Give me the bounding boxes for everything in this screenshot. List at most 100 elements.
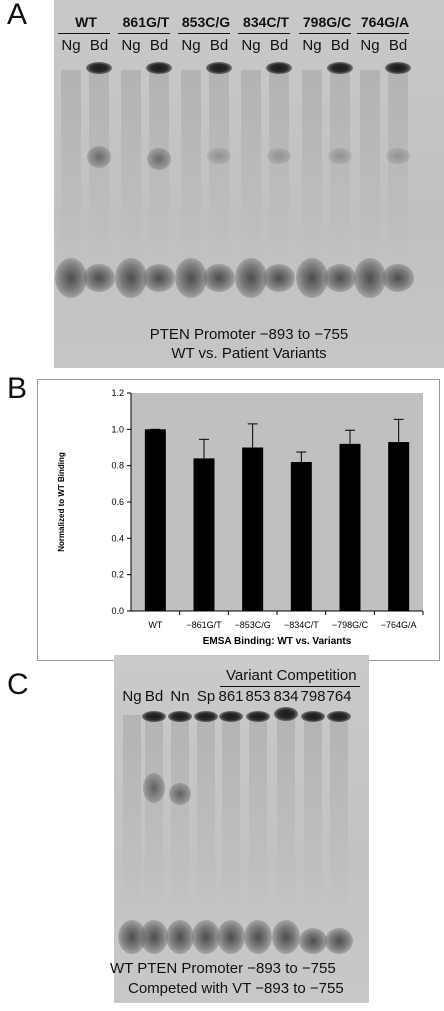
- lane-smear: [222, 715, 240, 915]
- bound-complex-band: [274, 707, 298, 721]
- gel-image-c: [114, 655, 369, 1003]
- gel-image-a: [54, 0, 444, 368]
- shifted-band: [386, 148, 410, 164]
- free-probe-band: [143, 264, 175, 292]
- free-probe-band: [324, 264, 356, 292]
- free-probe-band: [217, 920, 245, 954]
- shifted-band: [267, 148, 291, 164]
- lane-label: Bd: [330, 37, 350, 54]
- lane-group-label: 853C/G: [181, 14, 231, 30]
- free-probe-band: [115, 258, 147, 298]
- bar: [290, 462, 312, 611]
- lane-label: Bd: [388, 37, 408, 54]
- y-tick-label: 0.6: [111, 497, 124, 507]
- lane-smear: [171, 715, 189, 915]
- shifted-band: [143, 773, 165, 803]
- panel-a-letter: A: [7, 0, 28, 31]
- y-tick-label: 0.4: [111, 533, 124, 543]
- gel-a-caption-line2: WT vs. Patient Variants: [171, 345, 327, 362]
- free-probe-band: [140, 920, 168, 954]
- lane-label: 853: [245, 688, 271, 705]
- gel-a-caption-line1: PTEN Promoter −893 to −755: [149, 326, 349, 343]
- lane-smear: [269, 70, 289, 260]
- free-probe-band: [55, 258, 87, 298]
- y-tick-label: 0.0: [111, 606, 124, 616]
- y-tick-label: 1.2: [111, 388, 124, 398]
- lane-smear: [330, 70, 350, 260]
- lane-label: Ng: [121, 37, 141, 54]
- bar: [193, 458, 215, 611]
- lane-group-label: 861G/T: [122, 14, 170, 30]
- lane-smear: [241, 70, 261, 260]
- lane-smear: [181, 70, 201, 260]
- bar: [339, 443, 361, 611]
- x-tick-label: −764G/A: [381, 620, 417, 630]
- free-probe-band: [192, 920, 220, 954]
- lane-smear: [197, 715, 215, 915]
- free-probe-band: [166, 920, 194, 954]
- y-tick-label: 0.2: [111, 570, 124, 580]
- lane-smear: [388, 70, 408, 260]
- lane-smear: [360, 70, 380, 260]
- lane-label: 798: [300, 688, 326, 705]
- lane-group-underline: [357, 33, 409, 34]
- gel-c-caption-line1: WT PTEN Promoter −893 to −755: [110, 960, 336, 977]
- lane-group-underline: [238, 33, 290, 34]
- lane-label: Ng: [302, 37, 322, 54]
- free-probe-band: [203, 264, 235, 292]
- bound-complex-band: [142, 711, 166, 722]
- bound-complex-band: [246, 711, 270, 722]
- lane-label: Nn: [170, 688, 190, 705]
- lane-group-underline: [178, 33, 230, 34]
- x-axis-title: EMSA Binding: WT vs. Variants: [203, 636, 352, 647]
- free-probe-band: [382, 264, 414, 292]
- lane-smear: [209, 70, 229, 260]
- x-tick-label: −798G/C: [332, 620, 369, 630]
- bar-chart: 0.0 0.2 0.4 0.6 0.8 1.0 1.2 WT −861G/T −853C/G −83…: [57, 388, 424, 647]
- lane-label: 834: [273, 688, 299, 705]
- free-probe-band: [175, 258, 207, 298]
- lane-smear: [330, 715, 348, 915]
- variant-competition-label: Variant Competition: [226, 667, 357, 684]
- lane-smear: [121, 70, 141, 260]
- lane-smear: [302, 70, 322, 260]
- lane-smear: [277, 715, 295, 915]
- shifted-band: [169, 783, 191, 805]
- panel-b-letter: B: [7, 372, 28, 405]
- lane-label: Bd: [144, 688, 164, 705]
- free-probe-band: [296, 258, 328, 298]
- lane-label: Ng: [61, 37, 81, 54]
- lane-group-underline: [118, 33, 170, 34]
- y-tick-label: 1.0: [111, 424, 124, 434]
- shifted-band: [207, 148, 231, 164]
- lane-smear: [249, 715, 267, 915]
- bound-complex-band: [327, 711, 351, 722]
- bar: [242, 447, 264, 611]
- lane-label: 861: [218, 688, 244, 705]
- shifted-band: [87, 146, 111, 168]
- lane-label: Bd: [209, 37, 229, 54]
- lane-label: Sp: [196, 688, 216, 705]
- bound-complex-band: [266, 62, 292, 74]
- lane-smear: [145, 715, 163, 915]
- x-tick-label: −853C/G: [235, 620, 271, 630]
- lane-label: Ng: [181, 37, 201, 54]
- bound-complex-band: [206, 62, 232, 74]
- shifted-band: [328, 148, 352, 164]
- lane-group-underline: [58, 33, 110, 34]
- bar: [144, 429, 166, 611]
- free-probe-band: [299, 928, 327, 954]
- lane-label: Ng: [241, 37, 261, 54]
- y-axis-title: Normalized to WT Binding: [57, 452, 66, 552]
- lane-group-label: 834C/T: [243, 14, 289, 30]
- free-probe-band: [244, 920, 272, 954]
- bound-complex-band: [194, 711, 218, 722]
- free-probe-band: [235, 258, 267, 298]
- shifted-band: [147, 148, 171, 170]
- plot-area: [131, 393, 423, 611]
- bound-complex-band: [301, 711, 325, 722]
- x-tick-label: −861G/T: [186, 620, 222, 630]
- x-tick-label: WT: [148, 620, 162, 630]
- lane-label: 764: [326, 688, 352, 705]
- lane-label: Bd: [149, 37, 169, 54]
